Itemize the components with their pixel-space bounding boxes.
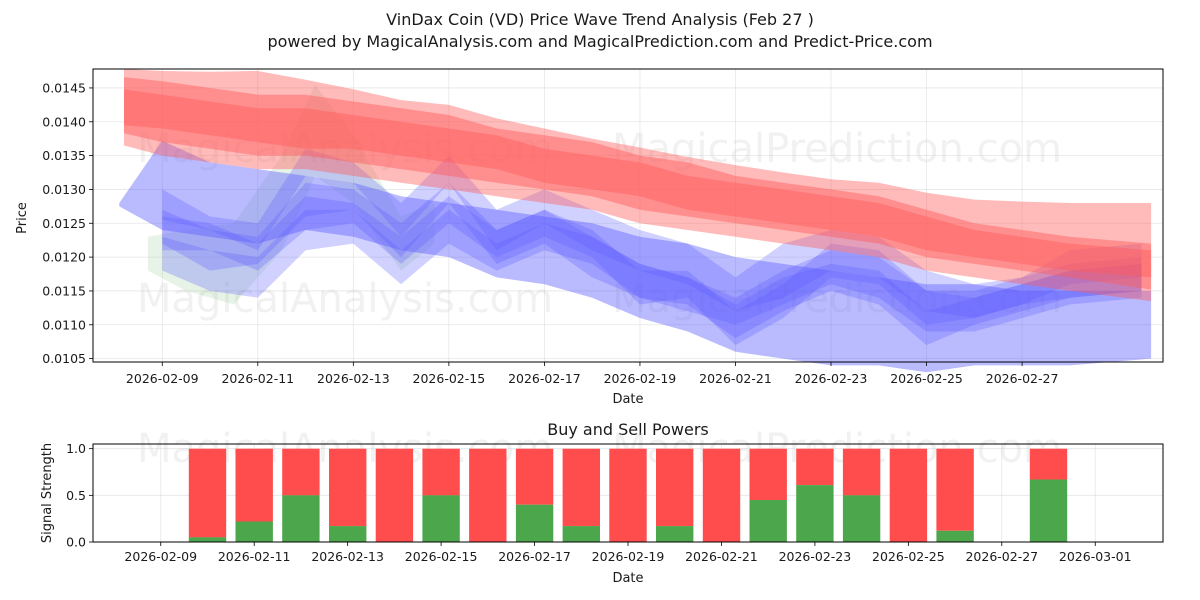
price-y-tick-label: 0.0120 bbox=[42, 250, 86, 265]
red-trend-band bbox=[124, 69, 1152, 302]
price-y-tick-label: 0.0110 bbox=[42, 317, 86, 332]
buy-power-bar bbox=[329, 526, 367, 542]
buy-power-bar bbox=[188, 537, 227, 542]
watermark-text: MagicalAnalysis.com bbox=[137, 276, 553, 322]
sell-power-bar bbox=[702, 448, 741, 542]
price-x-tick-label: 2026-02-09 bbox=[126, 371, 199, 386]
watermark-text: MagicalAnalysis.com bbox=[137, 126, 553, 172]
sell-power-bar bbox=[656, 448, 694, 527]
price-x-tick-label: 2026-02-13 bbox=[317, 371, 390, 386]
sell-power-bar bbox=[842, 448, 881, 496]
buy-power-bar bbox=[562, 526, 600, 542]
signal-y-tick-label: 1.0 bbox=[66, 441, 86, 456]
signal-y-axis-label: Signal Strength bbox=[40, 443, 55, 543]
signal-x-tick-label: 2026-02-19 bbox=[592, 549, 665, 564]
signal-x-tick-label: 2026-02-27 bbox=[965, 549, 1038, 564]
signal-y-tick-label: 0.0 bbox=[66, 535, 86, 550]
blue-trend-band bbox=[162, 148, 1142, 318]
price-x-tick-label: 2026-02-27 bbox=[986, 371, 1059, 386]
price-y-tick-label: 0.0115 bbox=[42, 283, 86, 298]
price-x-tick-label: 2026-02-19 bbox=[604, 371, 677, 386]
price-x-tick-label: 2026-02-11 bbox=[221, 371, 294, 386]
sell-power-bar bbox=[749, 448, 787, 500]
price-plot-frame bbox=[92, 68, 1164, 363]
bar-chart-title: Buy and Sell Powers bbox=[547, 420, 709, 439]
buy-power-bar bbox=[1029, 479, 1068, 542]
buy-power-bar bbox=[515, 504, 554, 542]
sell-power-bar bbox=[235, 448, 273, 522]
price-y-tick-label: 0.0125 bbox=[42, 216, 86, 231]
signal-x-tick-label: 2026-02-25 bbox=[872, 549, 945, 564]
sell-power-bar bbox=[889, 448, 928, 542]
price-watermarks: MagicalAnalysis.com MagicalPrediction.com… bbox=[137, 126, 1062, 322]
signal-x-tick-label: 2026-02-09 bbox=[124, 549, 197, 564]
sell-power-bar bbox=[609, 448, 647, 542]
sell-power-bar bbox=[796, 448, 834, 486]
signal-x-tick-label: 2026-02-17 bbox=[498, 549, 571, 564]
price-x-tick-label: 2026-02-21 bbox=[699, 371, 772, 386]
signal-y-tick-label: 0.5 bbox=[66, 488, 86, 503]
sell-power-bar bbox=[515, 448, 554, 505]
buy-power-bar bbox=[796, 485, 834, 542]
sell-power-bar bbox=[282, 448, 320, 496]
price-y-tick-label: 0.0105 bbox=[42, 351, 86, 366]
signal-axis-ticks: 2026-02-09 2026-02-11 2026-02-13 2026-02-15… bbox=[66, 441, 1131, 564]
price-y-tick-label: 0.0145 bbox=[42, 80, 86, 95]
red-trend-band bbox=[124, 77, 1152, 290]
sell-power-bar bbox=[375, 448, 414, 542]
signal-x-tick-label: 2026-02-23 bbox=[779, 549, 852, 564]
sell-power-bar bbox=[562, 448, 600, 527]
signal-bars bbox=[188, 448, 1068, 542]
price-gridlines bbox=[93, 69, 1163, 362]
signal-x-tick-label: 2026-03-01 bbox=[1059, 549, 1132, 564]
buy-power-bar bbox=[282, 495, 320, 542]
green-trend-band bbox=[147, 84, 435, 305]
price-y-tick-label: 0.0130 bbox=[42, 182, 86, 197]
sell-power-bar bbox=[1029, 448, 1068, 480]
chart-title: VinDax Coin (VD) Price Wave Trend Analys… bbox=[386, 10, 814, 29]
signal-x-tick-label: 2026-02-11 bbox=[218, 549, 291, 564]
price-axis-ticks: 2026-02-09 2026-02-11 2026-02-13 2026-02-15… bbox=[42, 80, 1058, 386]
buy-power-bar bbox=[235, 521, 273, 542]
watermark-text: MagicalPrediction.com bbox=[612, 276, 1062, 322]
price-y-tick-label: 0.0135 bbox=[42, 148, 86, 163]
sell-power-bar bbox=[422, 448, 460, 496]
buy-power-bar bbox=[842, 495, 881, 542]
buy-power-bar bbox=[422, 495, 460, 542]
watermark-text: MagicalPrediction.com bbox=[612, 126, 1062, 172]
price-x-tick-label: 2026-02-15 bbox=[413, 371, 486, 386]
signal-x-tick-label: 2026-02-13 bbox=[311, 549, 384, 564]
price-y-tick-label: 0.0140 bbox=[42, 114, 86, 129]
price-bands bbox=[119, 69, 1152, 373]
blue-trend-band bbox=[162, 182, 1142, 332]
buy-power-bar bbox=[936, 530, 974, 542]
chart-subtitle: powered by MagicalAnalysis.com and Magic… bbox=[267, 32, 932, 51]
price-x-tick-label: 2026-02-23 bbox=[795, 371, 868, 386]
signal-x-tick-label: 2026-02-15 bbox=[405, 549, 478, 564]
price-y-axis-label: Price bbox=[15, 202, 30, 234]
buy-power-bar bbox=[656, 526, 694, 542]
buy-power-bar bbox=[749, 500, 787, 542]
sell-power-bar bbox=[469, 448, 507, 542]
blue-trend-band bbox=[162, 196, 1142, 346]
price-x-tick-label: 2026-02-25 bbox=[890, 371, 963, 386]
signal-x-axis-label: Date bbox=[612, 571, 643, 586]
price-x-tick-label: 2026-02-17 bbox=[508, 371, 581, 386]
sell-power-bar bbox=[936, 448, 974, 531]
blue-trend-band bbox=[119, 140, 1152, 373]
sell-power-bar bbox=[329, 448, 367, 527]
price-x-axis-label: Date bbox=[612, 392, 643, 407]
blue-trend-band bbox=[162, 209, 1142, 346]
red-trend-band bbox=[124, 89, 1152, 278]
sell-power-bar bbox=[188, 448, 227, 538]
signal-x-tick-label: 2026-02-21 bbox=[685, 549, 758, 564]
